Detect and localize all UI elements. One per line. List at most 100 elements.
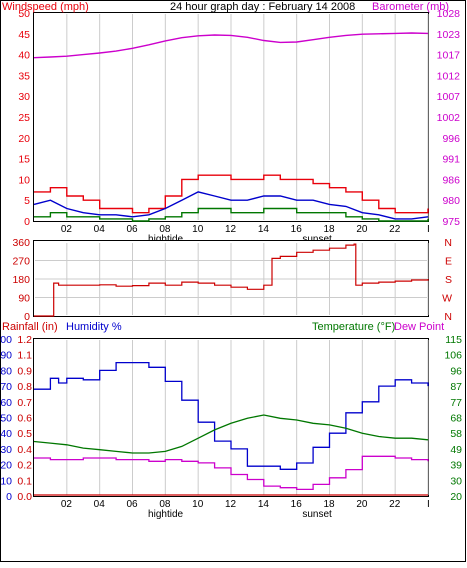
marker-label-sunset: sunset <box>302 509 332 520</box>
rain-tick-label: 0.8 <box>17 381 32 393</box>
barometer-line <box>33 32 429 59</box>
x-tick-label: 14 <box>258 499 270 510</box>
right-tick-label: 68 <box>450 413 462 425</box>
left-tick-label: 25 <box>18 112 30 124</box>
windspeed-axis-title: Windspeed (mph) <box>2 1 89 13</box>
rain-tick-label: 0.2 <box>17 460 32 472</box>
x-tick-label: 22 <box>389 499 401 510</box>
rain-tick-label: 0.7 <box>17 397 32 409</box>
right-tick-label: 1028 <box>437 8 461 20</box>
x-tick-label: 12 <box>225 499 237 510</box>
direction-series <box>34 243 429 317</box>
rain-tick-label: 0.9 <box>17 365 32 377</box>
left-tick-label: 360 <box>12 237 30 249</box>
x-tick-label: 18 <box>324 499 336 510</box>
dewpoint-axis-title: Dew Point <box>394 321 444 333</box>
left-tick-label: 5 <box>24 195 30 207</box>
left-tick-label: 0 <box>6 491 12 503</box>
right-tick-label: 87 <box>450 381 462 393</box>
right-tick-label: 20 <box>450 491 462 503</box>
x-tick-label: 12 <box>225 224 237 235</box>
x-tick-label: 02 <box>61 224 73 235</box>
x-tick-label: I <box>427 499 430 510</box>
left-tick-label: 20 <box>0 460 12 472</box>
x-tick-label: 04 <box>94 224 106 235</box>
right-tick-label: 49 <box>450 444 462 456</box>
left-tick-label: 0 <box>24 216 30 228</box>
left-tick-label: 40 <box>18 50 30 62</box>
right-tick-label: 1012 <box>437 70 461 82</box>
right-tick-label: 39 <box>450 460 462 472</box>
left-tick-label: 50 <box>18 8 30 20</box>
direction-labels: 0 N 90 W 180 S 270 E 360 N <box>12 237 452 323</box>
right-tick-label: 1007 <box>437 91 461 103</box>
left-tick-label: 45 <box>18 29 30 41</box>
wind-baro-series <box>33 32 429 222</box>
temperature-axis-title: Temperature (°F) <box>312 321 395 333</box>
left-tick-label: 70 <box>0 381 12 393</box>
rain-tick-label: 0.6 <box>17 413 32 425</box>
rainfall-axis-title: Rainfall (in) <box>2 321 58 333</box>
wind-gust-line <box>34 174 429 214</box>
right-tick-label: 58 <box>450 428 462 440</box>
right-tick-label: 77 <box>450 397 462 409</box>
x-tick-label: 18 <box>324 224 336 235</box>
right-tick-label: N <box>444 237 452 249</box>
left-tick-label: 10 <box>0 475 12 487</box>
right-tick-label: 986 <box>442 174 460 186</box>
x-tick-label: 20 <box>356 499 368 510</box>
x-tick-label: 02 <box>61 499 73 510</box>
x-tick-label: 08 <box>159 499 171 510</box>
right-tick-label: 96 <box>450 365 462 377</box>
right-tick-label: 115 <box>445 334 462 346</box>
left-tick-label: 0 <box>24 311 30 323</box>
wind-low-line <box>34 207 429 222</box>
temp-humidity-grid <box>66 340 429 495</box>
left-tick-label: 80 <box>0 365 12 377</box>
left-tick-label: 20 <box>18 133 30 145</box>
humidity-axis-title: Humidity % <box>66 321 122 333</box>
x-tick-label: 14 <box>258 224 270 235</box>
direction-grid <box>35 243 429 315</box>
x-tick-label: 06 <box>127 499 139 510</box>
left-tick-label: 15 <box>18 154 30 166</box>
x-tick-label: 10 <box>192 499 204 510</box>
right-tick-label: 991 <box>442 154 460 166</box>
left-tick-label: 30 <box>18 91 30 103</box>
right-tick-label: 106 <box>444 350 462 362</box>
rain-tick-label: 0.4 <box>17 444 32 456</box>
x-tick-label: 16 <box>291 499 303 510</box>
right-tick-label: W <box>442 293 452 305</box>
right-tick-label: E <box>445 256 452 268</box>
wind-direction-line <box>34 243 429 317</box>
x-tick-label: 16 <box>291 224 303 235</box>
temperature-line <box>33 414 429 454</box>
marker-label-hightide: hightide <box>148 509 183 520</box>
x-tick-label: I <box>427 224 430 235</box>
right-tick-label: 1017 <box>437 50 461 62</box>
right-tick-label: N <box>444 311 452 323</box>
marker-label-hightide: hightide <box>148 234 183 245</box>
left-tick-label: 180 <box>12 274 30 286</box>
left-tick-label: 90 <box>0 350 12 362</box>
left-tick-label: 100 <box>0 334 12 346</box>
left-tick-label: 40 <box>0 428 12 440</box>
right-tick-label: 1002 <box>437 112 461 124</box>
left-tick-label: 270 <box>12 256 30 268</box>
barometer-axis-title: Barometer (mb) <box>372 1 449 13</box>
left-tick-label: 60 <box>0 397 12 409</box>
dewpoint-line <box>34 455 429 491</box>
x-tick-label: 04 <box>94 499 106 510</box>
rain-tick-label: 0.1 <box>17 475 32 487</box>
right-tick-label: 30 <box>450 475 462 487</box>
right-tick-label: 980 <box>442 195 460 207</box>
wind-avg-line <box>33 191 429 220</box>
rain-tick-label: 0.0 <box>17 491 32 503</box>
left-tick-label: 90 <box>18 293 30 305</box>
right-tick-label: 975 <box>442 216 460 228</box>
left-tick-label: 35 <box>18 70 30 82</box>
right-tick-label: 996 <box>442 133 460 145</box>
left-tick-label: 50 <box>0 413 12 425</box>
right-tick-label: 1023 <box>437 29 461 41</box>
